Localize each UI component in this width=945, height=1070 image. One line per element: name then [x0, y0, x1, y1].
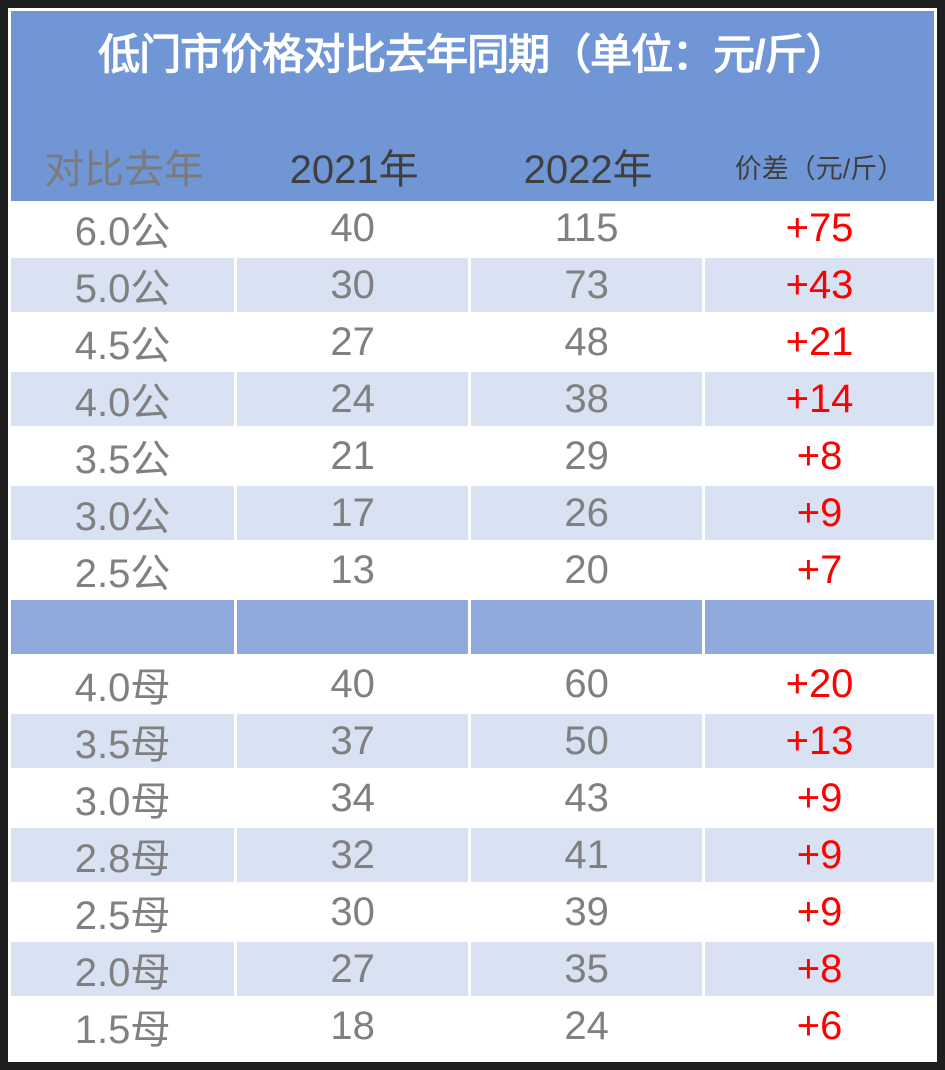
price-2021-cell: 18: [237, 999, 472, 1053]
header-band: 低门市价格对比去年同期（单位：元/斤） 对比去年 2021年 2022年 价差（…: [11, 11, 934, 201]
price-2022-cell: 24: [471, 999, 706, 1053]
diff-cell: +9: [796, 775, 843, 820]
separator-cell: [11, 600, 238, 654]
size-label-cell: 3.5母: [11, 714, 238, 768]
column-header-2022: 2022年: [523, 148, 653, 192]
diff-cell: +6: [796, 1003, 843, 1048]
diff-cell: +13: [705, 714, 934, 768]
price-2021-cell: 30: [237, 258, 472, 312]
column-header-row: 对比去年 2021年 2022年 价差（元/斤）: [11, 135, 934, 201]
size-label-cell: 3.5公: [11, 429, 238, 483]
table-row: 4.5公 27 48 +21: [11, 315, 934, 369]
price-2021-cell: 13: [237, 543, 472, 597]
price-2022-cell: 48: [471, 315, 706, 369]
price-2021-cell: 17: [237, 486, 472, 540]
diff-cell: +9: [796, 889, 843, 934]
diff-cell: +7: [796, 547, 843, 592]
diff-cell: +9: [705, 486, 934, 540]
diff-cell: +75: [785, 205, 854, 250]
price-2022-cell: 26: [471, 486, 706, 540]
diff-cell: +8: [796, 433, 843, 478]
price-2022-cell: 73: [471, 258, 706, 312]
price-2021-cell: 21: [237, 429, 472, 483]
table-row: 4.0母 40 60 +20: [11, 657, 934, 711]
separator-cell: [705, 600, 934, 654]
size-label-cell: 3.0母: [11, 771, 238, 825]
diff-cell: +8: [705, 942, 934, 996]
size-label-cell: 4.0公: [11, 372, 238, 426]
diff-cell: +43: [705, 258, 934, 312]
diff-cell: +21: [785, 319, 854, 364]
price-2022-cell: 39: [471, 885, 706, 939]
price-2022-cell: 41: [471, 828, 706, 882]
price-2021-cell: 27: [237, 942, 472, 996]
table-row: 3.5公 21 29 +8: [11, 429, 934, 483]
table-row: 6.0公 40 115 +75: [11, 201, 934, 255]
diff-cell: +14: [705, 372, 934, 426]
price-2021-cell: 32: [237, 828, 472, 882]
size-label-cell: 2.8母: [11, 828, 238, 882]
separator-cell: [237, 600, 472, 654]
price-2021-cell: 40: [237, 201, 472, 255]
table-row: 2.5母 30 39 +9: [11, 885, 934, 939]
table-row: 2.0母 27 35 +8: [11, 942, 934, 996]
separator-cell: [471, 600, 706, 654]
price-table-frame: 低门市价格对比去年同期（单位：元/斤） 对比去年 2021年 2022年 价差（…: [8, 8, 937, 1062]
column-header-compare: 对比去年: [44, 148, 205, 192]
column-header-diff: 价差（元/斤）: [734, 153, 905, 184]
price-2022-cell: 29: [471, 429, 706, 483]
table-row: 4.0公 24 38 +14: [11, 372, 934, 426]
table-row: 3.0公 17 26 +9: [11, 486, 934, 540]
table-row: 5.0公 30 73 +43: [11, 258, 934, 312]
size-label-cell: 6.0公: [11, 201, 238, 255]
size-label-cell: 1.5母: [11, 999, 238, 1053]
table-row: 2.8母 32 41 +9: [11, 828, 934, 882]
size-label-cell: 5.0公: [11, 258, 238, 312]
diff-cell: +20: [785, 661, 854, 706]
price-2021-cell: 34: [237, 771, 472, 825]
price-2021-cell: 27: [237, 315, 472, 369]
diff-cell: +9: [705, 828, 934, 882]
price-2022-cell: 20: [471, 543, 706, 597]
section-separator-row: [11, 600, 934, 654]
table-row: 3.5母 37 50 +13: [11, 714, 934, 768]
table-row: 2.5公 13 20 +7: [11, 543, 934, 597]
price-2021-cell: 30: [237, 885, 472, 939]
price-2022-cell: 50: [471, 714, 706, 768]
size-label-cell: 2.0母: [11, 942, 238, 996]
price-2021-cell: 40: [237, 657, 472, 711]
price-2022-cell: 35: [471, 942, 706, 996]
table-row: 1.5母 18 24 +6: [11, 999, 934, 1053]
price-2022-cell: 60: [471, 657, 706, 711]
size-label-cell: 2.5母: [11, 885, 238, 939]
size-label-cell: 4.5公: [11, 315, 238, 369]
price-2021-cell: 37: [237, 714, 472, 768]
price-2022-cell: 38: [471, 372, 706, 426]
size-label-cell: 2.5公: [11, 543, 238, 597]
table-row: 3.0母 34 43 +9: [11, 771, 934, 825]
column-header-2021: 2021年: [289, 148, 419, 192]
size-label-cell: 3.0公: [11, 486, 238, 540]
size-label-cell: 4.0母: [11, 657, 238, 711]
price-2022-cell: 115: [471, 201, 706, 255]
price-2021-cell: 24: [237, 372, 472, 426]
price-2022-cell: 43: [471, 771, 706, 825]
page-title: 低门市价格对比去年同期（单位：元/斤）: [98, 31, 848, 78]
